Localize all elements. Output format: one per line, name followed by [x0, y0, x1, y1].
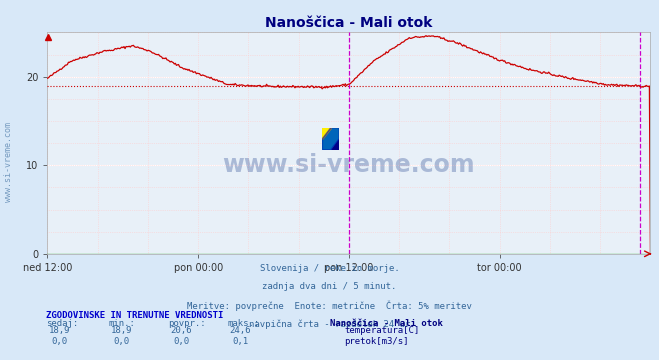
Polygon shape — [331, 139, 339, 150]
Text: Meritve: povprečne  Enote: metrične  Črta: 5% meritev: Meritve: povprečne Enote: metrične Črta:… — [187, 301, 472, 311]
Text: temperatura[C]: temperatura[C] — [344, 326, 419, 335]
Text: 24,6: 24,6 — [230, 326, 251, 335]
Text: 0,1: 0,1 — [233, 337, 248, 346]
Text: navpična črta - razdelek 24 ur: navpična črta - razdelek 24 ur — [249, 320, 410, 329]
Text: 0,0: 0,0 — [173, 337, 189, 346]
Polygon shape — [322, 127, 339, 150]
Text: zadnja dva dni / 5 minut.: zadnja dva dni / 5 minut. — [262, 282, 397, 291]
Text: 0,0: 0,0 — [51, 337, 67, 346]
Text: 18,9: 18,9 — [111, 326, 132, 335]
Title: Nanoščica - Mali otok: Nanoščica - Mali otok — [266, 16, 432, 30]
Text: Nanoščica - Mali otok: Nanoščica - Mali otok — [330, 319, 442, 328]
Text: povpr.:: povpr.: — [168, 319, 206, 328]
Text: www.si-vreme.com: www.si-vreme.com — [223, 153, 475, 177]
Polygon shape — [322, 127, 331, 139]
Text: ZGODOVINSKE IN TRENUTNE VREDNOSTI: ZGODOVINSKE IN TRENUTNE VREDNOSTI — [46, 311, 223, 320]
Text: 20,6: 20,6 — [171, 326, 192, 335]
Text: www.si-vreme.com: www.si-vreme.com — [4, 122, 13, 202]
Text: 0,0: 0,0 — [114, 337, 130, 346]
Text: sedaj:: sedaj: — [46, 319, 78, 328]
Text: min.:: min.: — [109, 319, 136, 328]
Text: 18,9: 18,9 — [49, 326, 70, 335]
Text: maks.:: maks.: — [227, 319, 260, 328]
Text: Slovenija / reke in morje.: Slovenija / reke in morje. — [260, 264, 399, 273]
Text: pretok[m3/s]: pretok[m3/s] — [344, 337, 409, 346]
